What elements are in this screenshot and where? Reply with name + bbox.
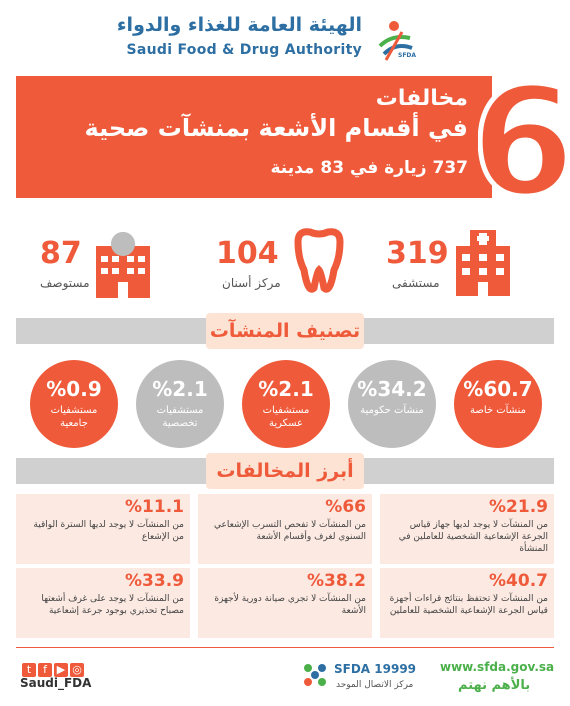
facebook-icon[interactable]: f — [38, 663, 52, 677]
class-private-pct: %60.7 — [463, 377, 533, 401]
class-circle-specialized: %2.1 مستشفيات تخصصية — [136, 360, 224, 448]
social-handle[interactable]: Saudi_FDA — [20, 676, 92, 690]
violation-text: من المنشآت لا تجري صيانة دورية لأجهزة ال… — [214, 594, 366, 616]
stat-dental-label: مركز أسنان — [222, 276, 281, 290]
violation-pct: %11.1 — [125, 497, 184, 517]
class-government-label: منشآت حكومية — [360, 405, 424, 416]
class-military-label: مستشفيات عسكرية — [262, 405, 310, 429]
violation-pct: %33.9 — [125, 571, 184, 591]
violations-title: أبرز المخالفات — [206, 453, 364, 489]
violation-pct: %66 — [325, 497, 366, 517]
class-specialized-pct: %2.1 — [152, 377, 208, 401]
class-university-label: مستشفيات جامعية — [50, 405, 98, 429]
slogan-text: بالأهم نهتم — [458, 678, 531, 693]
youtube-icon[interactable]: ▶ — [54, 663, 68, 677]
stat-hospitals-label: مستشفى — [392, 276, 440, 290]
tooth-icon — [290, 228, 348, 298]
hospital-building-icon — [452, 226, 514, 298]
banner-title-line1: مخالفات — [375, 86, 468, 111]
class-circle-military: %2.1 مستشفيات عسكرية — [242, 360, 330, 448]
sfda-logo-icon: SFDA — [372, 16, 422, 66]
call-center-logo-icon — [300, 660, 330, 690]
stat-hospitals-value: 319 — [386, 236, 449, 271]
instagram-icon[interactable]: ◎ — [70, 663, 84, 677]
class-circle-private: %60.7 منشآت خاصة — [454, 360, 542, 448]
twitter-icon[interactable]: t — [22, 663, 36, 677]
banner-title-line2: في أقسام الأشعة بمنشآت صحية — [84, 114, 468, 142]
org-name-english: Saudi Food & Drug Authority — [126, 42, 362, 58]
footer-divider — [16, 647, 554, 648]
classification-title: تصنيف المنشآت — [206, 313, 364, 349]
social-icons: t f ▶ ◎ — [20, 658, 84, 677]
class-circle-government: %34.2 منشآت حكومية — [348, 360, 436, 448]
hotline-number: SFDA 19999 — [334, 662, 417, 676]
stat-clinics-label: مستوصف — [40, 276, 90, 290]
banner-subtitle: 737 زيارة في 83 مدينة — [270, 158, 468, 178]
big-number-text: 6 — [478, 66, 568, 206]
violation-pct: %38.2 — [307, 571, 366, 591]
stat-dental-value: 104 — [216, 236, 279, 271]
violation-text: من المنشآت لا تحتفظ بنتائج قراءات أجهزة … — [389, 594, 548, 616]
class-government-pct: %34.2 — [357, 377, 427, 401]
class-private-label: منشآت خاصة — [469, 405, 526, 416]
class-circle-university: %0.9 مستشفيات جامعية — [30, 360, 118, 448]
violation-text: من المنشآت لا يوجد لديها السترة الواقية … — [33, 520, 184, 542]
class-university-pct: %0.9 — [46, 377, 102, 401]
big-number-six: 6 — [468, 54, 570, 233]
violation-card: %40.7 من المنشآت لا تحتفظ بنتائج قراءات … — [380, 568, 554, 638]
violation-text: من المنشآت لا يوجد لديها جهاز قياس الجرع… — [398, 520, 548, 554]
violation-card: %21.9 من المنشآت لا يوجد لديها جهاز قياس… — [380, 494, 554, 564]
violation-pct: %21.9 — [489, 497, 548, 517]
org-name-arabic: الهيئة العامة للغذاء والدواء — [116, 14, 362, 36]
sfda-small-label: SFDA — [398, 52, 417, 59]
violation-text: من المنشآت لا يوجد على غرف أشعتها مصباح … — [41, 594, 184, 616]
class-specialized-label: مستشفيات تخصصية — [156, 405, 204, 429]
stat-clinics-value: 87 — [40, 236, 82, 271]
violation-card: %38.2 من المنشآت لا تجري صيانة دورية لأج… — [198, 568, 372, 638]
violation-card: %33.9 من المنشآت لا يوجد على غرف أشعتها … — [16, 568, 190, 638]
hotline-label: مركز الاتصال الموحد — [336, 680, 414, 690]
clinic-building-icon — [94, 232, 152, 298]
violation-text: من المنشآت لا تفحص التسرب الإشعاعي السنو… — [214, 520, 366, 542]
violation-pct: %40.7 — [489, 571, 548, 591]
website-link[interactable]: www.sfda.gov.sa — [440, 660, 555, 674]
violation-card: %11.1 من المنشآت لا يوجد لديها السترة ال… — [16, 494, 190, 564]
class-military-pct: %2.1 — [258, 377, 314, 401]
headline-banner — [16, 76, 492, 198]
violation-card: %66 من المنشآت لا تفحص التسرب الإشعاعي ا… — [198, 494, 372, 564]
